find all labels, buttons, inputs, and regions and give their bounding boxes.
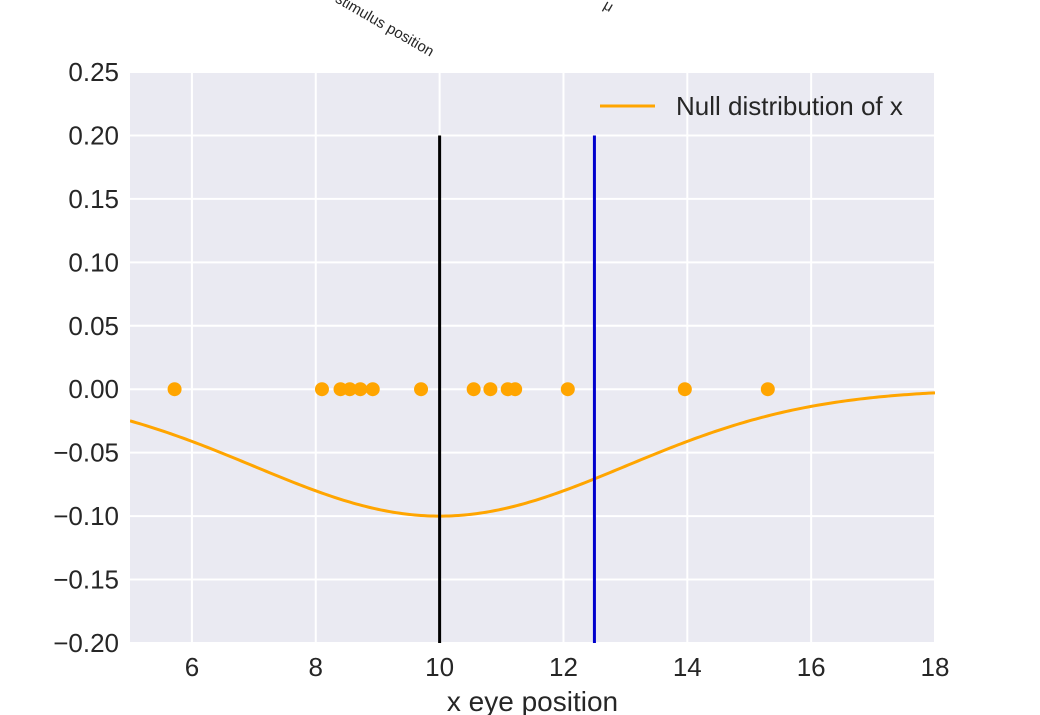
x-tick-label: 12 (549, 652, 578, 682)
legend: Null distribution of x (600, 91, 903, 121)
x-tick-label: 14 (673, 652, 702, 682)
scatter-point (560, 382, 575, 397)
y-tick-label: −0.15 (53, 565, 119, 595)
scatter-point (342, 382, 357, 397)
y-tick-label: 0.20 (68, 120, 119, 150)
y-tick-label: −0.20 (53, 628, 119, 658)
x-tick-label: 10 (425, 652, 454, 682)
legend-label: Null distribution of x (676, 91, 903, 121)
y-tick-label: −0.05 (53, 438, 119, 468)
scatter-point (760, 382, 775, 397)
y-tick-label: 0.10 (68, 247, 119, 277)
scatter-point (466, 382, 481, 397)
scatter-point (365, 382, 380, 397)
y-tick-label: −0.10 (53, 501, 119, 531)
scatter-point (353, 382, 368, 397)
plot-area (130, 72, 935, 643)
grid (130, 71, 936, 644)
scatter-point (677, 382, 692, 397)
scatter-point (414, 382, 429, 397)
scatter-point (314, 382, 329, 397)
scatter-point (167, 382, 182, 397)
mu-annotation: μ (600, 0, 616, 16)
y-tick-label: 0.25 (68, 57, 119, 87)
x-tick-label: 6 (185, 652, 199, 682)
x-axis-label: x eye position (447, 686, 618, 715)
x-tick-label: 16 (797, 652, 826, 682)
null-distribution-line (130, 391, 935, 518)
stimulus-position-annotation: stimulus position (332, 0, 437, 60)
series-layer (130, 135, 935, 643)
x-tick-label: 18 (921, 652, 950, 682)
y-tick-label: 0.05 (68, 311, 119, 341)
y-tick-label: 0.00 (68, 374, 119, 404)
tick-labels: 6 8 10 12 14 16 18 −0.20 −0.15 −0.10 −0.05 0.00 0.05… (53, 57, 949, 682)
annotations: stimulus position μ (332, 0, 616, 60)
x-tick-label: 8 (309, 652, 323, 682)
y-tick-label: 0.15 (68, 184, 119, 214)
scatter-point (508, 382, 523, 397)
scatter-point (483, 382, 498, 397)
